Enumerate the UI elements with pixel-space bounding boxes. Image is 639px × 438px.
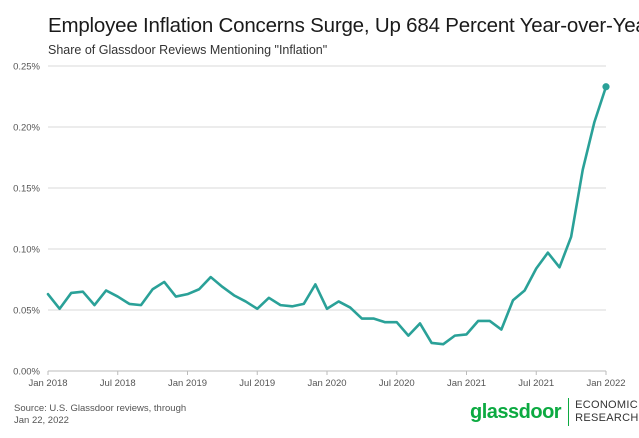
x-axis-ticks: Jan 2018 Jul 2018 Jan 2019 Jul 2019 Jan 2020… [28, 371, 626, 389]
chart-subtitle: Share of Glassdoor Reviews Mentioning "I… [48, 43, 328, 57]
source-line-2: Jan 22, 2022 [14, 415, 69, 426]
x-tick-label: Jul 2018 [100, 378, 136, 389]
source-line-1: Source: U.S. Glassdoor reviews, through [14, 403, 187, 414]
line-chart: 0.00%0.05%0.10%0.15%0.20%0.25% Jan 2018 J… [13, 62, 626, 390]
y-tick-label: 0.00% [13, 367, 40, 378]
source-note: Source: U.S. Glassdoor reviews, through … [14, 403, 214, 427]
economic-label: ECONOMIC [575, 399, 638, 411]
y-tick-label: 0.05% [13, 306, 40, 317]
x-tick-label: Jan 2018 [28, 378, 67, 389]
research-label: RESEARCH [575, 412, 639, 424]
glassdoor-economic-research-logo: glassdoor ECONOMIC RESEARCH [470, 398, 639, 426]
x-tick-label: Jul 2019 [239, 378, 275, 389]
economic-research-label: ECONOMIC RESEARCH [575, 399, 639, 425]
x-tick-label: Jan 2022 [586, 378, 625, 389]
logo-divider [568, 398, 570, 426]
x-tick-label: Jan 2019 [168, 378, 207, 389]
series-line [46, 85, 608, 346]
y-axis-ticks: 0.00% 0.05% 0.10% 0.15% 0.20% 0.25% [13, 62, 40, 378]
x-tick-label: Jan 2020 [307, 378, 346, 389]
x-tick-label: Jul 2021 [518, 378, 554, 389]
y-tick-label: 0.25% [13, 62, 40, 73]
x-tick-label: Jan 2021 [447, 378, 486, 389]
chart-title: Employee Inflation Concerns Surge, Up 68… [48, 14, 639, 37]
glassdoor-wordmark: glassdoor [470, 400, 562, 423]
gridlines [48, 65, 606, 372]
series-end-point [602, 83, 610, 91]
y-tick-label: 0.15% [13, 184, 40, 195]
series-layer [46, 83, 610, 346]
y-tick-label: 0.20% [13, 123, 40, 134]
y-tick-label: 0.10% [13, 245, 40, 256]
x-tick-label: Jul 2020 [379, 378, 415, 389]
